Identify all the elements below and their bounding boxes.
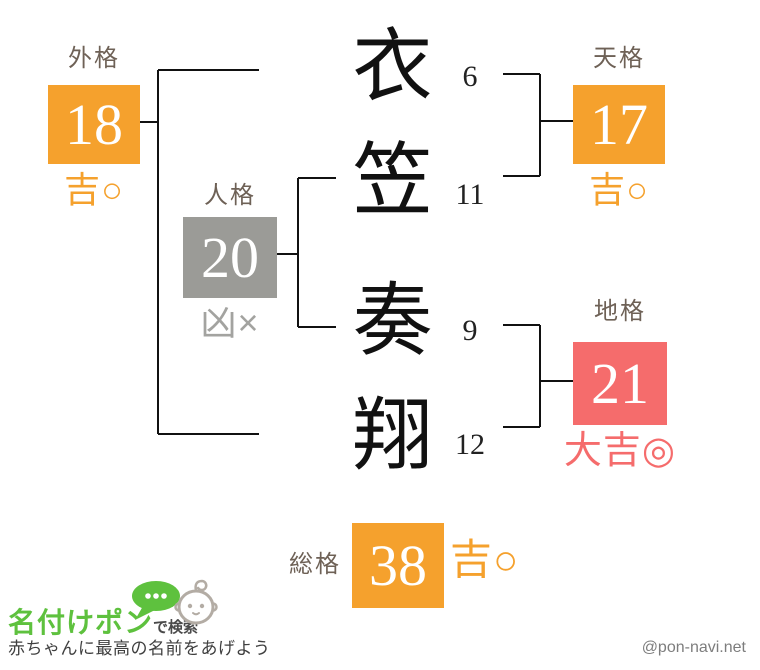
jinkaku-label: 人格 <box>204 182 256 209</box>
stroke-count-1: 6 <box>462 60 478 93</box>
gaikaku-value-box: 18 <box>48 85 140 164</box>
name-character-3: 奏 <box>352 278 433 366</box>
stroke-count-2: 11 <box>455 178 485 211</box>
chikaku-value-box: 21 <box>573 342 667 425</box>
site-credit: @pon-navi.net <box>641 639 746 656</box>
gaikaku-label: 外格 <box>68 45 120 72</box>
stroke-count-3: 9 <box>462 314 478 347</box>
jinkaku-value-box: 20 <box>183 217 277 298</box>
name-character-1: 衣 <box>352 24 433 112</box>
tenkaku-value-box: 17 <box>573 85 665 164</box>
baby-face-icon <box>174 579 218 625</box>
stroke-count-4: 12 <box>455 428 485 461</box>
speech-bubble-icon <box>132 581 180 620</box>
name-character-4: 翔 <box>352 393 433 481</box>
soukaku-luck: 吉○ <box>450 536 520 583</box>
tenkaku-label: 天格 <box>593 45 645 72</box>
brand-row: 名付けポンで検索 <box>8 601 198 641</box>
soukaku-value-box: 38 <box>352 523 444 608</box>
chikaku-label: 地格 <box>594 298 646 325</box>
brand-tagline: 赤ちゃんに最高の名前をあげよう <box>8 639 271 658</box>
jinkaku-luck: 凶× <box>200 302 260 343</box>
gaikaku-luck: 吉○ <box>64 169 124 210</box>
tenkaku-luck: 吉○ <box>589 169 649 210</box>
brand-suffix-text: で検索 <box>153 619 199 636</box>
name-character-2: 笠 <box>352 138 433 226</box>
soukaku-label: 総格 <box>289 551 341 578</box>
brand-logo-text: 名付けポン <box>8 607 154 638</box>
chikaku-luck: 大吉◎ <box>563 430 677 472</box>
